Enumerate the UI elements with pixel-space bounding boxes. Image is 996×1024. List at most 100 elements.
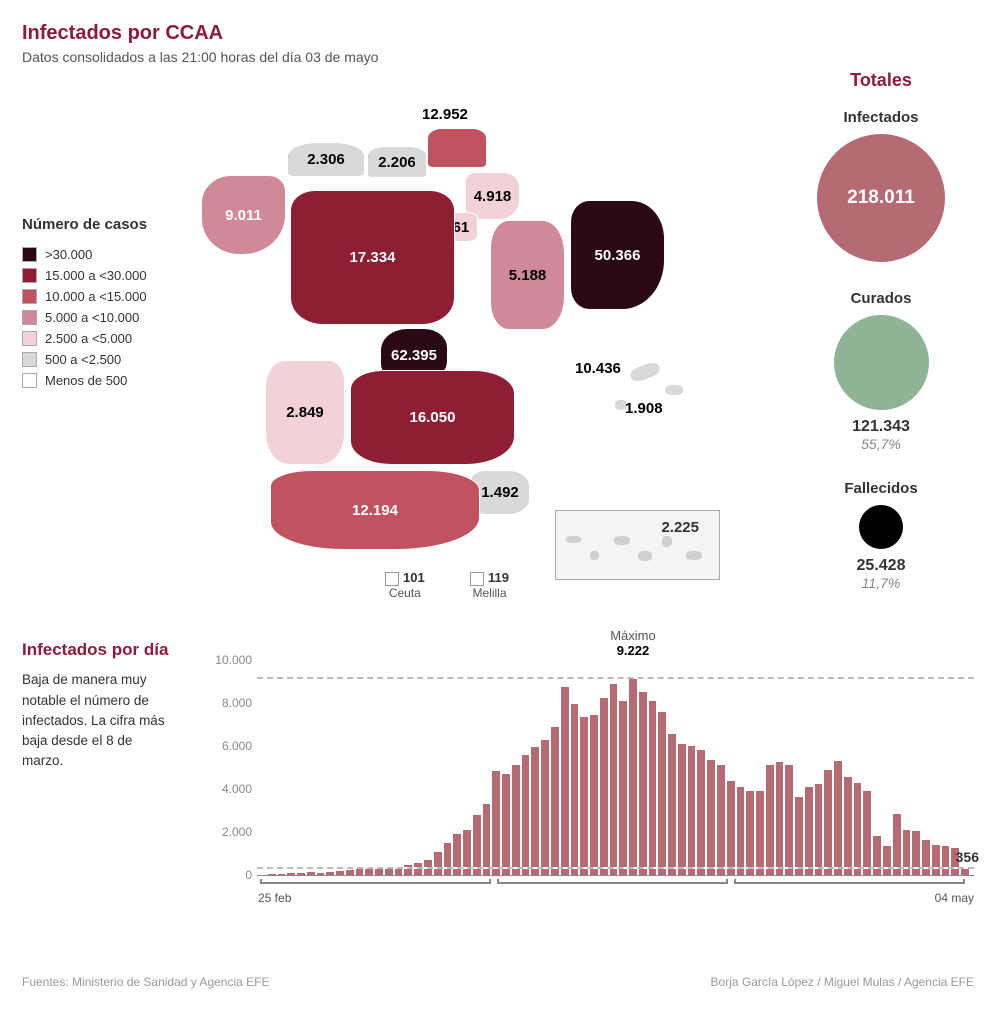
- y-tick-label: 8.000: [202, 696, 252, 710]
- bar: [707, 760, 715, 875]
- legend-swatch: [22, 247, 37, 262]
- region-value: 2.849: [286, 404, 324, 421]
- bars-area: [258, 660, 969, 875]
- bar: [571, 704, 579, 875]
- total-percentage: 11,7%: [801, 575, 961, 591]
- total-infectados: Infectados 218.011: [801, 109, 961, 262]
- bar: [444, 843, 452, 875]
- region-extremadura: 2.849: [265, 360, 345, 465]
- bar: [492, 771, 500, 875]
- bar: [600, 698, 608, 875]
- city-ceuta: 101Ceuta: [385, 570, 425, 600]
- legend-label: 2.500 a <5.000: [45, 331, 132, 346]
- bar: [512, 765, 520, 875]
- bar: [766, 765, 774, 875]
- total-fallecidos: Fallecidos25.42811,7%: [801, 480, 961, 591]
- footer-sources: Fuentes: Ministerio de Sanidad y Agencia…: [22, 975, 269, 989]
- total-circle: [859, 505, 903, 549]
- legend-swatch: [22, 289, 37, 304]
- bar: [795, 797, 803, 875]
- bar: [893, 814, 901, 875]
- region-value: 50.366: [595, 247, 641, 264]
- x-bracket: [497, 879, 728, 884]
- legend-label: Menos de 500: [45, 373, 127, 388]
- bar: [922, 840, 930, 875]
- bar: [580, 717, 588, 875]
- region-value: 5.188: [509, 267, 547, 284]
- bar: [649, 701, 657, 875]
- region-castillaleon: 17.334: [290, 190, 455, 325]
- legend-item: 5.000 a <10.000: [22, 310, 182, 325]
- total-circle: 218.011: [817, 134, 945, 262]
- region-value: 16.050: [410, 409, 456, 426]
- main-title: Infectados por CCAA: [22, 22, 378, 45]
- bar: [785, 765, 793, 875]
- legend-item: 500 a <2.500: [22, 352, 182, 367]
- region-andalucia: 12.194: [270, 470, 480, 550]
- map-area: 9.0112.3062.20612.9524.9183.9615.18850.3…: [175, 110, 735, 600]
- legend-label: 10.000 a <15.000: [45, 289, 147, 304]
- legend-swatch: [22, 352, 37, 367]
- legend-swatch: [22, 310, 37, 325]
- legend-swatch: [22, 331, 37, 346]
- totals-title: Totales: [801, 70, 961, 91]
- x-end-label: 04 may: [935, 891, 974, 905]
- bar: [551, 727, 559, 875]
- bar: [619, 701, 627, 875]
- total-percentage: 55,7%: [801, 436, 961, 452]
- total-circle: [834, 315, 929, 410]
- total-value: 121.343: [801, 418, 961, 436]
- city-melilla: 119Melilla: [470, 570, 509, 600]
- region-value: 12.194: [352, 502, 398, 519]
- region-value: 9.011: [225, 207, 262, 224]
- subtitle: Datos consolidados a las 21:00 horas del…: [22, 49, 378, 65]
- y-tick-label: 2.000: [202, 825, 252, 839]
- legend-swatch: [22, 373, 37, 388]
- bar: [502, 774, 510, 875]
- chart-sidebar: Infectados por día Baja de manera muy no…: [22, 640, 182, 772]
- last-value-annotation: 356: [956, 849, 979, 865]
- legend-item: 2.500 a <5.000: [22, 331, 182, 346]
- total-label: Infectados: [801, 109, 961, 126]
- bar: [531, 747, 539, 875]
- x-bracket: [734, 879, 965, 884]
- region-value: 4.918: [474, 188, 512, 205]
- region-galicia: 9.011: [201, 175, 286, 255]
- bar: [844, 777, 852, 875]
- bar: [776, 762, 784, 875]
- chart-title: Infectados por día: [22, 640, 182, 660]
- bar: [639, 692, 647, 875]
- bar: [668, 734, 676, 875]
- x-bracket: [260, 879, 491, 884]
- bar: [824, 770, 832, 875]
- region-value: 62.395: [391, 347, 437, 364]
- bar: [541, 740, 549, 875]
- bar: [483, 804, 491, 875]
- y-tick-label: 6.000: [202, 739, 252, 753]
- legend-title: Número de casos: [22, 215, 182, 235]
- legend-label: 500 a <2.500: [45, 352, 121, 367]
- legend-label: >30.000: [45, 247, 92, 262]
- bar: [863, 791, 871, 875]
- bar: [629, 677, 637, 875]
- island-shape: [665, 385, 683, 395]
- max-annotation: Máximo9.222: [603, 628, 663, 658]
- bar: [522, 755, 530, 875]
- region-value: 10.436: [575, 360, 621, 378]
- bar: [737, 787, 745, 875]
- bar: [932, 845, 940, 875]
- region-value: 2.306: [307, 151, 345, 168]
- bar: [434, 852, 442, 875]
- region-valencia: [520, 335, 580, 455]
- bar: [815, 784, 823, 875]
- footer: Fuentes: Ministerio de Sanidad y Agencia…: [22, 975, 974, 989]
- bar: [805, 787, 813, 875]
- canary-box: 2.225: [555, 510, 720, 580]
- region-asturias: 2.306: [287, 142, 365, 177]
- bar: [678, 744, 686, 875]
- total-label: Fallecidos: [801, 480, 961, 497]
- bar: [756, 791, 764, 875]
- bar: [697, 750, 705, 875]
- total-label: Curados: [801, 290, 961, 307]
- header: Infectados por CCAA Datos consolidados a…: [22, 22, 378, 65]
